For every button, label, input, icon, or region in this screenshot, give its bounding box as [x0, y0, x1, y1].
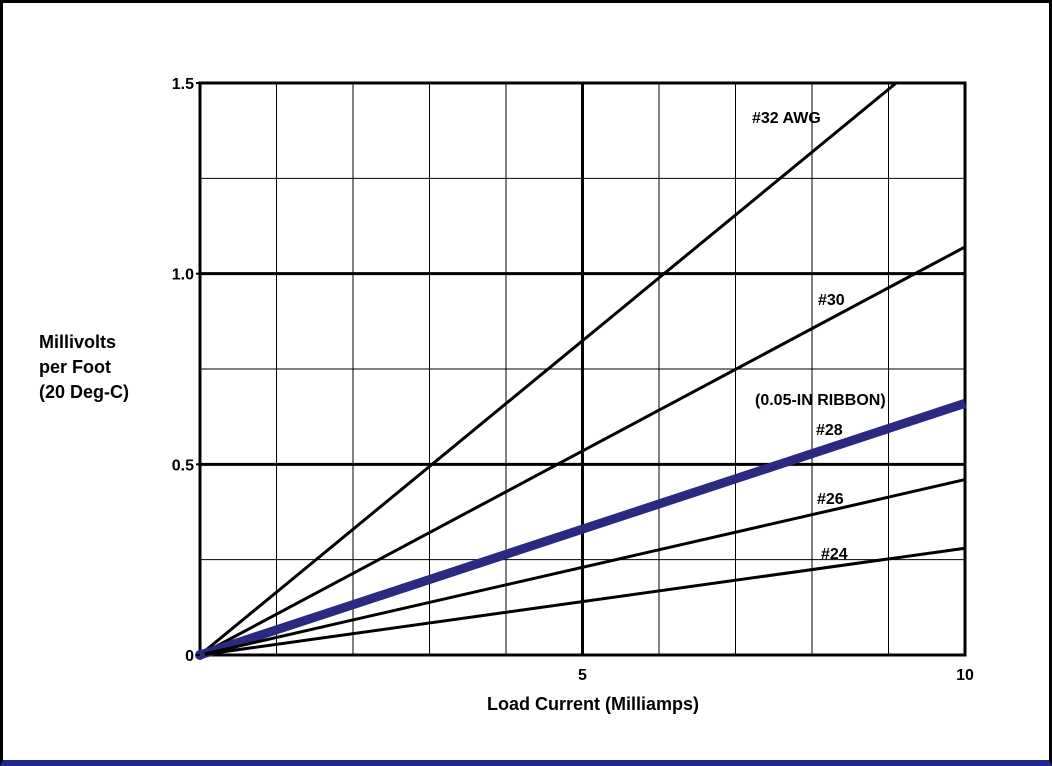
series-line-30 [199, 245, 966, 657]
series-label-26: #26 [817, 491, 844, 508]
axis-ticks: 0 0.5 1.0 1.5 5 10 [172, 76, 974, 684]
y-tick-label-0-5: 0.5 [172, 457, 194, 474]
series-line-32awg [199, 81, 898, 657]
y-tick-label-1-5: 1.5 [172, 76, 194, 93]
chart-svg: 0 0.5 1.0 1.5 5 10 Load Current (Milliamps) M… [39, 76, 974, 714]
series-labels: #32 AWG #30 (0.05-IN RIBBON) #28 #26 #24 [752, 110, 886, 563]
series-line-24 [199, 546, 966, 657]
y-tick-label-0: 0 [185, 648, 194, 665]
y-axis-label-line-3: (20 Deg-C) [39, 382, 129, 402]
y-axis-label-line-2: per Foot [39, 357, 111, 377]
x-axis-label: Load Current (Milliamps) [487, 694, 699, 714]
series-layer [195, 81, 967, 660]
series-label-32awg: #32 AWG [752, 110, 821, 127]
series-line-28 [198, 399, 967, 660]
series-label-30: #30 [818, 292, 845, 309]
series-label-28-note: (0.05-IN RIBBON) [755, 392, 886, 409]
grid [198, 81, 967, 657]
series-line-26 [199, 478, 966, 657]
plot-border [198, 81, 967, 657]
series-label-28: #28 [816, 422, 843, 439]
y-tick-label-1: 1.0 [172, 267, 194, 284]
x-tick-label-5: 5 [578, 667, 587, 684]
y-axis-label-line-1: Millivolts [39, 332, 116, 352]
series-label-24: #24 [821, 546, 848, 563]
x-tick-label-10: 10 [956, 667, 974, 684]
